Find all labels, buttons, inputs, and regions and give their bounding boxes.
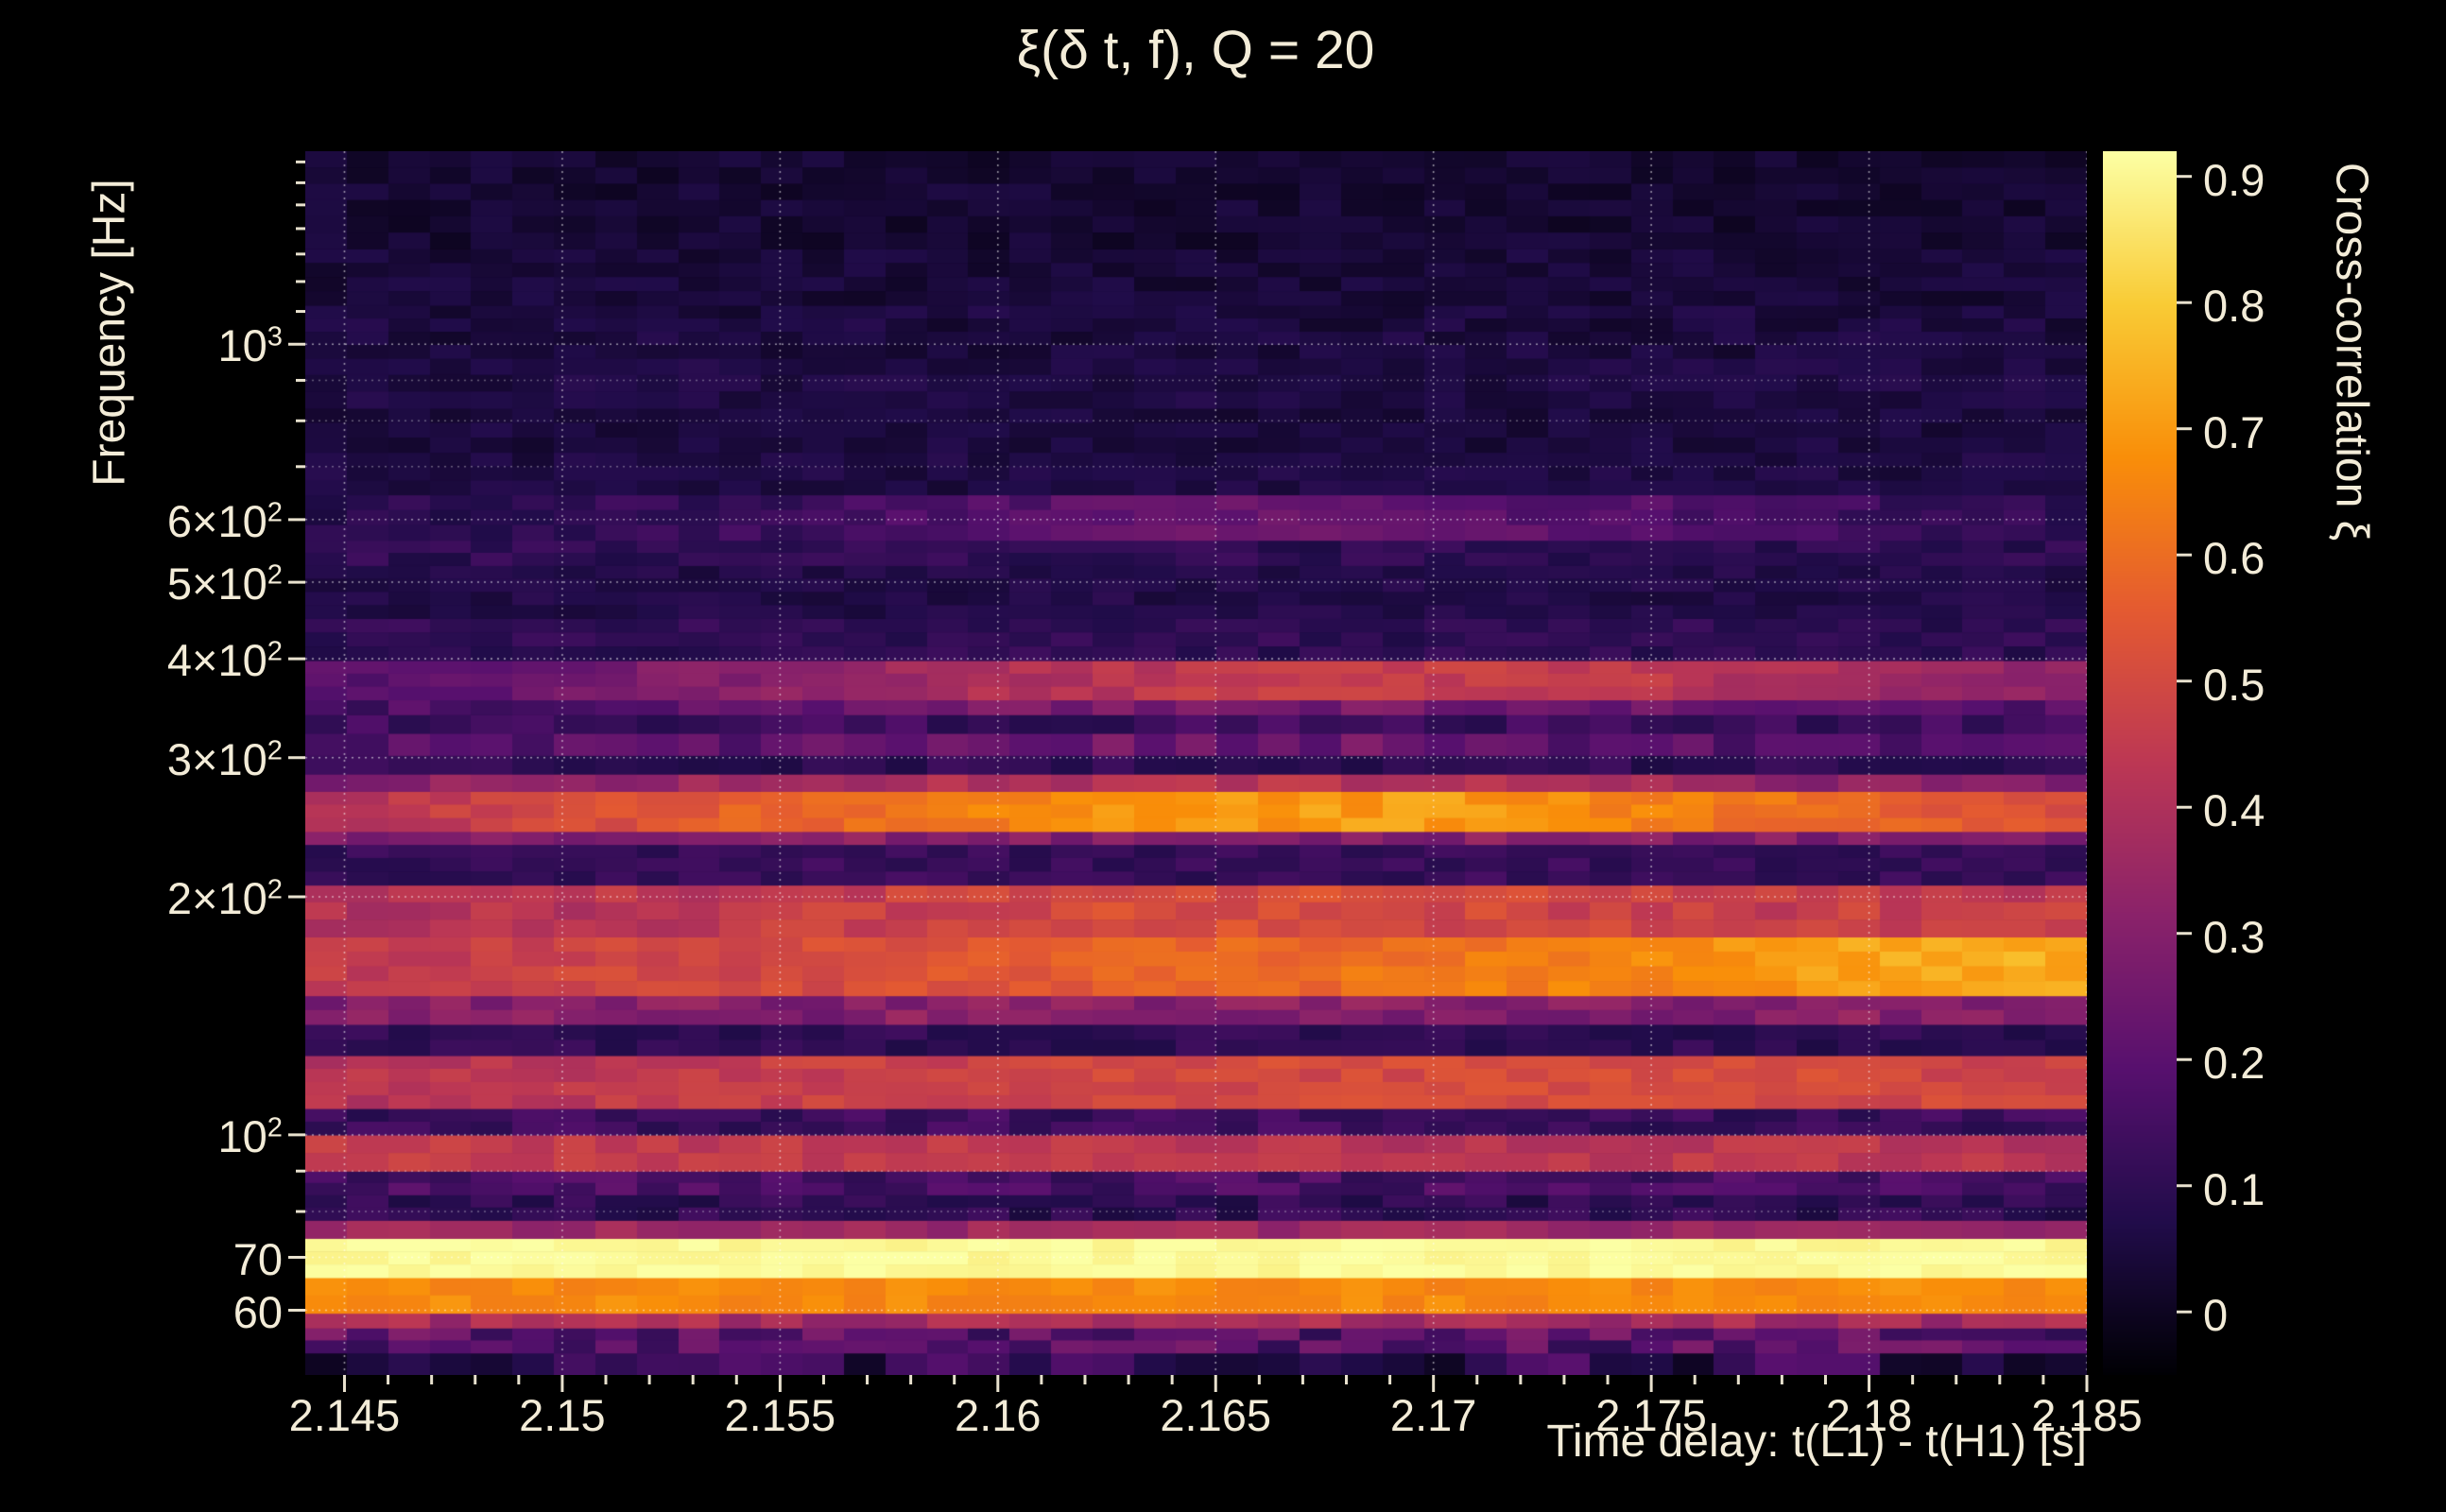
y-tick-label: 3×102	[166, 733, 283, 784]
chart-title: ξ(δ t, f), Q = 20	[1016, 20, 1375, 80]
y-tick-label: 6×102	[166, 495, 283, 546]
colorbar-tick-label: 0.8	[2203, 281, 2265, 332]
colorbar-tick-label: 0.2	[2203, 1038, 2265, 1089]
heatmap-canvas	[305, 151, 2087, 1375]
y-tick-label: 102	[217, 1110, 283, 1161]
colorbar-tick-label: 0.6	[2203, 533, 2265, 584]
y-tick-label: 103	[217, 320, 283, 371]
x-tick-label: 2.165	[1160, 1390, 1272, 1440]
colorbar-tick-label: 0	[2203, 1290, 2229, 1341]
colorbar-tick-label: 0.7	[2203, 406, 2265, 457]
y-tick-label: 5×102	[166, 558, 283, 610]
colorbar-tick-label: 0.3	[2203, 911, 2265, 962]
x-tick-label: 2.15	[519, 1390, 606, 1440]
colorbar-tick-label: 0.9	[2203, 154, 2265, 205]
x-tick-label: 2.145	[288, 1390, 401, 1440]
y-tick-label: 70	[233, 1233, 283, 1284]
x-axis-label: Time delay: t(L1) - t(H1) [s]	[1546, 1417, 2087, 1467]
y-tick-label: 60	[233, 1286, 283, 1337]
colorbar-tick-label: 0.5	[2203, 659, 2265, 710]
y-tick-label: 4×102	[166, 635, 283, 686]
colorbar-label: Cross-correlation ξ	[2326, 162, 2377, 541]
x-tick-label: 2.155	[724, 1390, 836, 1440]
x-tick-label: 2.18	[1825, 1390, 1913, 1440]
colorbar	[2103, 151, 2177, 1375]
x-tick-label: 2.17	[1389, 1390, 1477, 1440]
x-tick-label: 2.185	[2031, 1390, 2143, 1440]
x-tick-label: 2.16	[955, 1390, 1042, 1440]
x-tick-label: 2.175	[1595, 1390, 1707, 1440]
y-axis-label: Frequency [Hz]	[84, 179, 135, 487]
colorbar-tick-label: 0.1	[2203, 1163, 2265, 1214]
y-tick-label: 2×102	[166, 873, 283, 924]
colorbar-tick-label: 0.4	[2203, 785, 2265, 836]
